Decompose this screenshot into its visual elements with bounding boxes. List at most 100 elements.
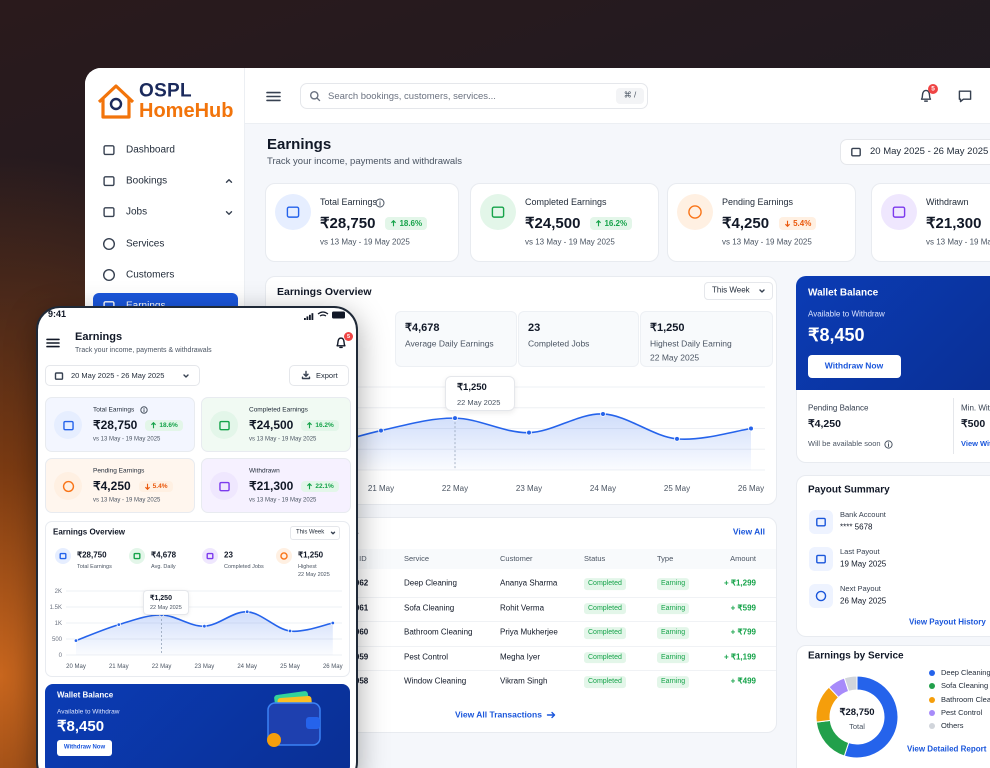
stat-compare: vs 13 May - 19 May 2025 bbox=[722, 237, 812, 247]
legend-dot bbox=[929, 683, 935, 690]
table-cell: Rohit Verma bbox=[500, 603, 545, 613]
stat-compare: vs 13 May - 19 May 2025 bbox=[926, 237, 990, 247]
tooltip bbox=[143, 590, 189, 615]
stat-icon-bg bbox=[210, 411, 238, 439]
stat-value: ₹24,500 bbox=[249, 418, 294, 432]
type-badge: Earning bbox=[657, 578, 690, 590]
payout-value: **** 5678 bbox=[840, 522, 873, 532]
nav-item[interactable]: Bookings bbox=[126, 175, 168, 187]
legend-label: Others bbox=[941, 721, 964, 731]
period-select[interactable] bbox=[704, 282, 773, 300]
stat-label: Total Earnings bbox=[320, 197, 378, 208]
wallet-title: Wallet Balance bbox=[57, 690, 114, 700]
change-text: 22.1% bbox=[315, 482, 334, 490]
shortcut: ⌘ / bbox=[623, 90, 637, 100]
withdraw-button-text[interactable]: Withdraw Now bbox=[824, 360, 884, 371]
summary-box bbox=[395, 311, 517, 367]
nav-item[interactable]: Dashboard bbox=[126, 144, 175, 156]
summary-label: Completed Jobs bbox=[224, 563, 264, 570]
legend-dot bbox=[929, 696, 935, 703]
table-cell: + ₹1,199 bbox=[723, 652, 756, 662]
pending-amount: ₹4,250 bbox=[808, 418, 841, 431]
change-arrow bbox=[391, 219, 397, 226]
search-placeholder: Search bookings, customers, services... bbox=[328, 90, 496, 102]
donut-total-label: Total bbox=[849, 721, 865, 731]
withdraw-button-text[interactable]: Withdraw Now bbox=[63, 744, 106, 751]
summary-value: ₹4,678 bbox=[151, 550, 177, 560]
notification-count: 5 bbox=[931, 85, 935, 93]
change-badge: 18.6% bbox=[145, 419, 183, 431]
arrow-path bbox=[391, 219, 397, 226]
change-badge: 5.4% bbox=[138, 480, 173, 492]
notification-badge bbox=[928, 84, 938, 94]
stat-value: ₹4,250 bbox=[722, 215, 770, 232]
stat-label: Completed Earnings bbox=[249, 406, 308, 414]
page-subtitle: Track your income, payments and withdraw… bbox=[267, 155, 463, 167]
change-text: 18.6% bbox=[399, 218, 423, 228]
nav-item[interactable]: Services bbox=[126, 238, 165, 250]
view-all[interactable]: View All bbox=[732, 526, 765, 537]
status-badge: Completed bbox=[584, 602, 626, 615]
mobile-subtitle: Track your income, payments & withdrawal… bbox=[75, 347, 212, 355]
mobile-period[interactable] bbox=[290, 526, 340, 540]
status-badge: Completed bbox=[584, 676, 626, 688]
legend-label: Bathroom Cleaning bbox=[941, 694, 990, 704]
view-payout-history[interactable]: View Payout History bbox=[909, 617, 986, 627]
withdraw-button[interactable] bbox=[808, 355, 901, 378]
status-badge: Completed bbox=[584, 651, 626, 664]
summary-icon-bg bbox=[202, 548, 218, 564]
row-divider bbox=[266, 596, 776, 598]
status-time: 9:41 bbox=[48, 309, 67, 320]
legend-label: Sofa Cleaning bbox=[941, 681, 989, 691]
table-cell: + ₹799 bbox=[730, 627, 756, 637]
change-badge: 16.2% bbox=[301, 419, 339, 431]
stat-value: ₹4,250 bbox=[93, 479, 131, 493]
type-badge: Earning bbox=[657, 627, 690, 639]
payout-label: Next Payout bbox=[840, 583, 881, 593]
stat-icon-bg bbox=[54, 411, 82, 439]
wallet-subtitle: Available to Withdraw bbox=[808, 309, 885, 319]
change-text: 5.4% bbox=[793, 218, 812, 228]
wallet-subtitle: Available to Withdraw bbox=[57, 708, 120, 716]
view-detailed-report[interactable]: View Detailed Report bbox=[907, 744, 987, 754]
column-header: Status bbox=[584, 553, 606, 563]
type-badge: Earning bbox=[657, 651, 690, 664]
change-badge: 16.2% bbox=[590, 216, 633, 230]
stat-value: ₹28,750 bbox=[93, 418, 138, 432]
summary-icon-bg bbox=[129, 548, 145, 564]
status-badge: Completed bbox=[584, 627, 626, 639]
arrow-path bbox=[307, 482, 313, 489]
donut-total: ₹28,750 bbox=[839, 706, 875, 718]
date-range[interactable] bbox=[840, 139, 990, 165]
stat-compare: vs 13 May - 19 May 2025 bbox=[249, 436, 317, 443]
view-withdrawals[interactable]: View Withdrawals bbox=[961, 438, 990, 448]
table-cell: Priya Mukherjee bbox=[500, 627, 558, 637]
legend-label: Pest Control bbox=[941, 707, 983, 717]
export-text[interactable]: Export bbox=[316, 370, 338, 380]
service-title: Earnings by Service bbox=[808, 650, 904, 662]
arrow-path bbox=[144, 483, 150, 490]
table-cell: Vikram Singh bbox=[500, 676, 548, 686]
nav-item[interactable]: Customers bbox=[126, 269, 175, 281]
stat-compare: vs 13 May - 19 May 2025 bbox=[93, 497, 161, 504]
mobile-date-range[interactable] bbox=[45, 365, 200, 386]
stat-value-row: ₹28,750 18.6% bbox=[93, 418, 183, 432]
stat-icon-bg bbox=[54, 472, 82, 500]
arrow-path bbox=[151, 421, 157, 428]
payout-label: Last Payout bbox=[840, 546, 880, 556]
nav-item[interactable]: Jobs bbox=[126, 206, 148, 218]
view-all-transactions[interactable]: View All Transactions bbox=[455, 709, 542, 720]
pending-label: Pending Balance bbox=[808, 403, 869, 413]
withdraw-button[interactable] bbox=[57, 740, 112, 756]
summary-label: Average Daily Earnings bbox=[405, 338, 494, 349]
change-arrow bbox=[151, 421, 157, 428]
summary-value: ₹4,678 bbox=[405, 321, 440, 334]
export-button[interactable] bbox=[289, 365, 349, 386]
payout-icon-bg bbox=[809, 547, 833, 571]
wallet-amount: ₹8,450 bbox=[808, 325, 865, 346]
search-box[interactable] bbox=[300, 83, 648, 109]
summary-value: 23 bbox=[528, 321, 541, 334]
row-divider bbox=[266, 670, 776, 671]
mobile-title: Earnings bbox=[75, 330, 123, 343]
tooltip-value: ₹1,250 bbox=[150, 595, 172, 603]
